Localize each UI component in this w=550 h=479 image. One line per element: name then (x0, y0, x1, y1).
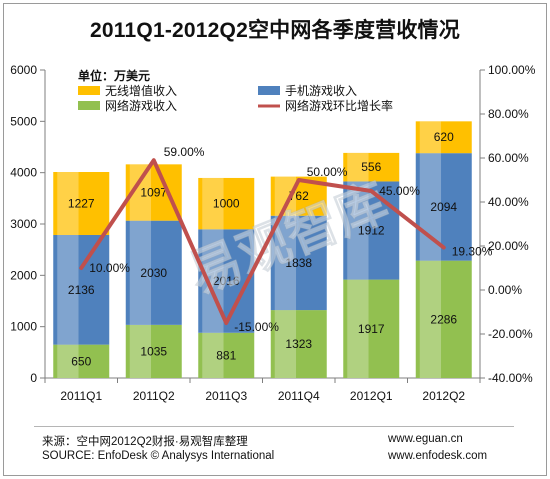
bar-value-label: 2094 (430, 200, 457, 214)
legend-swatch (78, 86, 100, 95)
bar-segment (415, 121, 472, 154)
bar-segment (270, 215, 327, 311)
left-tick-label: 1000 (10, 320, 37, 334)
left-tick-label: 0 (30, 371, 37, 385)
bar-highlight (202, 332, 224, 378)
x-tick-label: 2012Q1 (350, 389, 393, 403)
right-tick-label: 20.00% (488, 239, 529, 253)
unit-label: 单位：万美元 (78, 68, 150, 83)
bar-value-label: 1838 (285, 256, 312, 270)
bar-highlight (347, 181, 369, 280)
legend-label: 无线增值收入 (105, 83, 177, 98)
footer-divider (34, 426, 514, 427)
bar-value-label: 1097 (140, 186, 167, 200)
legend-swatch (78, 101, 100, 110)
bar-highlight (419, 260, 442, 378)
right-tick-label: -20.00% (488, 327, 533, 341)
bar-segment (343, 181, 400, 280)
left-tick-label: 6000 (10, 63, 37, 77)
x-tick-label: 2011Q4 (278, 389, 320, 403)
growth-rate-label: -15.00% (234, 320, 279, 334)
bar-segment (53, 344, 110, 378)
bar-highlight (347, 152, 369, 182)
bar-highlight (274, 215, 297, 311)
bar-segment (125, 324, 182, 378)
bar-value-label: 556 (361, 160, 381, 174)
left-tick-label: 3000 (10, 217, 37, 231)
url-enfodesk: www.enfodesk.com (388, 450, 488, 462)
right-tick-label: 60.00% (488, 151, 529, 165)
bar-value-label: 881 (216, 348, 236, 362)
bar-value-label: 2286 (430, 312, 457, 326)
bar-highlight (129, 164, 152, 221)
legend-label: 手机游戏收入 (285, 84, 357, 98)
bar-segment (53, 234, 110, 345)
bar-segment (415, 153, 472, 261)
growth-rate-label: 59.00% (164, 145, 205, 159)
bar-segment (53, 171, 110, 235)
url-eguan: www.eguan.cn (388, 433, 463, 445)
bar-highlight (57, 171, 79, 235)
bar-value-label: 1912 (358, 224, 385, 238)
x-tick-label: 2011Q1 (60, 389, 102, 403)
right-tick-label: 100.00% (488, 63, 536, 77)
bar-highlight (129, 324, 152, 378)
bar-highlight (419, 121, 442, 154)
growth-rate-label: 50.00% (307, 165, 348, 179)
bar-highlight (57, 234, 79, 345)
legend-label: 网络游戏收入 (105, 98, 177, 113)
bar-highlight (129, 220, 152, 325)
bar-highlight (274, 310, 297, 378)
bar-value-label: 1227 (68, 196, 95, 210)
bar-segment (343, 152, 400, 182)
left-tick-label: 5000 (10, 114, 37, 128)
bar-segment (415, 260, 472, 378)
growth-rate-line (79, 158, 446, 325)
right-tick-label: 40.00% (488, 195, 529, 209)
right-tick-label: 0.00% (488, 283, 522, 297)
legend-swatch (258, 86, 280, 95)
bar-value-label: 1323 (285, 337, 312, 351)
bar-value-label: 2016 (213, 274, 240, 288)
right-tick-label: -40.00% (488, 371, 533, 385)
bar-highlight (347, 279, 369, 378)
source-cn: 来源：空中网2012Q2财报·易观智库整理 (42, 436, 248, 448)
x-tick-label: 2011Q3 (205, 389, 247, 403)
right-tick-label: 80.00% (488, 107, 529, 121)
bar-segment (270, 310, 327, 378)
bar-segment (125, 164, 182, 221)
bar-highlight (274, 176, 297, 216)
growth-rate-label: 19.30% (452, 245, 493, 259)
bar-value-label: 1035 (140, 344, 167, 358)
bar-segment (198, 177, 255, 230)
bar-segment (125, 220, 182, 325)
x-tick-label: 2012Q2 (422, 389, 465, 403)
growth-rate-label: 45.00% (379, 184, 420, 198)
bar-segment (343, 279, 400, 378)
bar-value-label: 650 (71, 354, 91, 368)
chart-title: 2011Q1-2012Q2空中网各季度营收情况 (90, 19, 460, 42)
bar-value-label: 1917 (358, 322, 385, 336)
growth-rate-label: 10.00% (89, 261, 130, 275)
bar-value-label: 2030 (140, 266, 167, 280)
bar-value-label: 1000 (213, 197, 240, 211)
bar-segment (198, 332, 255, 378)
source-en: SOURCE: EnfoDesk © Analysys Internationa… (42, 450, 275, 462)
left-tick-label: 4000 (10, 166, 37, 180)
x-tick-label: 2011Q2 (133, 389, 175, 403)
left-tick-label: 2000 (10, 268, 37, 282)
legend-label: 网络游戏环比增长率 (285, 98, 393, 113)
bar-highlight (57, 344, 79, 378)
bar-value-label: 2136 (68, 283, 95, 297)
bar-highlight (202, 177, 224, 230)
bar-value-label: 620 (434, 130, 454, 144)
